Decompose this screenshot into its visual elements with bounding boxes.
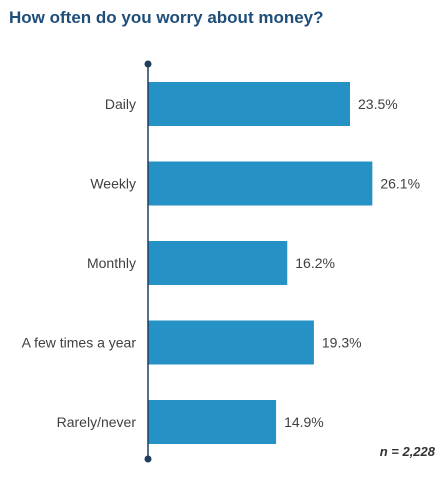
bar-a-few-times-a-year (148, 320, 314, 365)
labels-layer: Daily 23.5% Weekly 26.1% Monthly 16.2% A few t… (22, 96, 420, 430)
sample-size-note: n = 2,228 (379, 444, 435, 459)
axis-cap-top (144, 60, 152, 68)
category-label: Monthly (87, 255, 136, 271)
category-label: Rarely/never (57, 414, 137, 430)
bar-monthly (148, 241, 288, 285)
category-label: Daily (105, 96, 136, 112)
value-label: 14.9% (284, 414, 324, 430)
bar-rarely-never (148, 400, 277, 444)
chart-title: How often do you worry about money? (9, 8, 324, 27)
value-label: 16.2% (295, 255, 335, 271)
value-label: 19.3% (322, 335, 362, 351)
bars-layer (148, 82, 373, 444)
axis-cap-bottom (144, 455, 152, 463)
category-label: Weekly (90, 176, 136, 192)
value-label: 26.1% (380, 176, 420, 192)
bar-daily (148, 82, 350, 126)
value-label: 23.5% (358, 96, 398, 112)
category-label: A few times a year (22, 335, 137, 351)
bar-weekly (148, 161, 373, 206)
